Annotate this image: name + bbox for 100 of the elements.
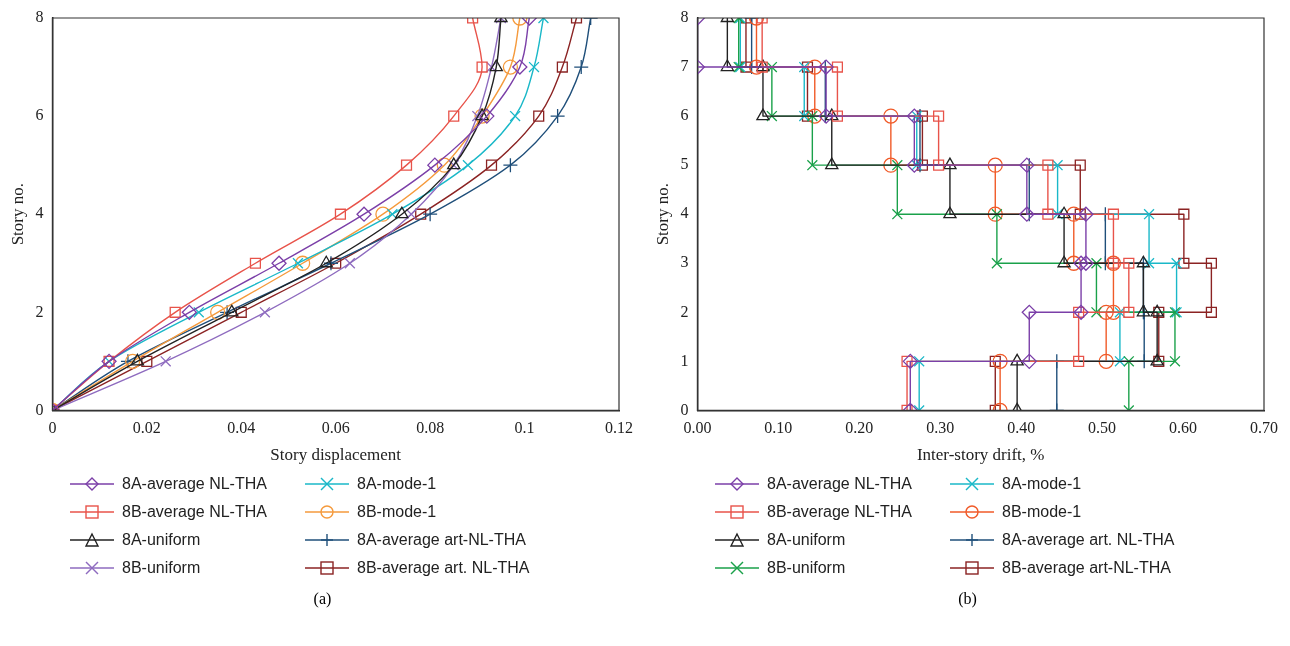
y-tick-label: 3 xyxy=(680,253,689,271)
legend-label: 8B-average NL-THA xyxy=(122,503,267,521)
y-tick-label: 0 xyxy=(680,400,689,418)
y-tick-label: 2 xyxy=(680,302,689,320)
point xyxy=(405,208,417,220)
legend-label: 8A-mode-1 xyxy=(357,475,437,493)
point xyxy=(740,61,752,73)
point xyxy=(415,208,427,220)
y-tick-label: 6 xyxy=(35,106,44,124)
x-tick-label: 0.00 xyxy=(683,419,712,437)
y-tick-label: 1 xyxy=(680,351,689,369)
point xyxy=(386,208,398,220)
x-tick-label: 0.1 xyxy=(514,419,535,437)
point xyxy=(766,110,778,122)
x-tick-label: 0.12 xyxy=(605,419,633,437)
point xyxy=(1107,208,1120,220)
point xyxy=(1021,353,1037,369)
y-axis-title: Story no. xyxy=(652,183,672,246)
point xyxy=(987,157,1003,173)
point xyxy=(422,206,438,222)
point xyxy=(219,304,235,320)
point xyxy=(356,206,372,222)
y-tick-label: 8 xyxy=(680,8,689,26)
y-tick-label: 4 xyxy=(680,204,689,222)
point xyxy=(1078,255,1094,271)
point xyxy=(943,157,957,170)
legend-label: 8A-average NL-THA xyxy=(122,475,267,493)
point xyxy=(916,159,929,171)
y-tick-label: 4 xyxy=(35,204,44,222)
legend-label: 8B-uniform xyxy=(122,559,201,577)
legend-label: 8B-mode-1 xyxy=(1002,503,1082,521)
text: (b) xyxy=(957,590,978,608)
point xyxy=(489,59,503,72)
point xyxy=(891,208,903,220)
x-tick-label: 0.70 xyxy=(1250,419,1278,437)
point xyxy=(512,59,528,75)
point xyxy=(913,355,925,367)
x-tick-label: 0.20 xyxy=(845,419,874,437)
point xyxy=(436,157,452,173)
point xyxy=(1073,355,1085,367)
point xyxy=(1074,159,1086,171)
x-tick-label: 0.60 xyxy=(1169,419,1198,437)
point xyxy=(992,353,1008,369)
x-tick-label: 0.10 xyxy=(764,419,793,437)
legend-label: 8A-average art-NL-THA xyxy=(357,531,526,549)
point xyxy=(1021,304,1037,320)
x-tick-label: 0.50 xyxy=(1088,419,1117,437)
x-tick-label: 0.40 xyxy=(1007,419,1036,437)
point xyxy=(533,110,545,122)
point xyxy=(720,59,735,72)
point xyxy=(1073,304,1089,320)
point xyxy=(169,306,181,318)
point xyxy=(801,110,814,122)
point xyxy=(798,61,810,73)
point xyxy=(756,108,770,121)
legend-label: 8A-uniform xyxy=(767,531,846,549)
point xyxy=(1123,257,1135,269)
point xyxy=(271,255,287,271)
point xyxy=(1178,257,1190,269)
x-axis-title: Inter-story drift, % xyxy=(916,445,1045,465)
point xyxy=(933,159,945,171)
point xyxy=(1169,355,1181,367)
text: (a) xyxy=(312,590,333,608)
point xyxy=(1090,306,1103,318)
point xyxy=(1073,255,1089,271)
x-tick-label: 0.04 xyxy=(227,419,256,437)
point xyxy=(130,353,145,366)
point xyxy=(319,255,333,268)
point xyxy=(1052,208,1064,220)
point xyxy=(375,206,391,222)
point xyxy=(528,61,540,73)
point xyxy=(485,159,498,171)
point xyxy=(766,61,778,73)
point xyxy=(1170,257,1183,269)
x-tick-label: 0.08 xyxy=(416,419,445,437)
point xyxy=(193,306,205,318)
point xyxy=(901,355,913,367)
point xyxy=(125,353,141,369)
point xyxy=(509,110,521,122)
point xyxy=(933,110,945,122)
point xyxy=(181,304,197,320)
point xyxy=(911,159,923,171)
point xyxy=(427,157,443,173)
point xyxy=(1114,306,1126,318)
point xyxy=(556,61,568,73)
point xyxy=(1098,304,1114,320)
point xyxy=(831,61,844,73)
point xyxy=(502,59,519,75)
point xyxy=(1143,257,1155,269)
point xyxy=(1042,208,1054,220)
point xyxy=(807,59,823,75)
point xyxy=(806,159,818,171)
point xyxy=(902,353,918,369)
y-tick-label: 8 xyxy=(35,8,44,26)
legend-label: 8B-average art-NL-THA xyxy=(1002,559,1171,577)
point xyxy=(485,61,498,73)
legend-label: 8B-uniform xyxy=(767,559,846,577)
x-tick-label: 0.02 xyxy=(132,419,161,437)
point xyxy=(400,159,413,171)
point xyxy=(471,110,483,122)
